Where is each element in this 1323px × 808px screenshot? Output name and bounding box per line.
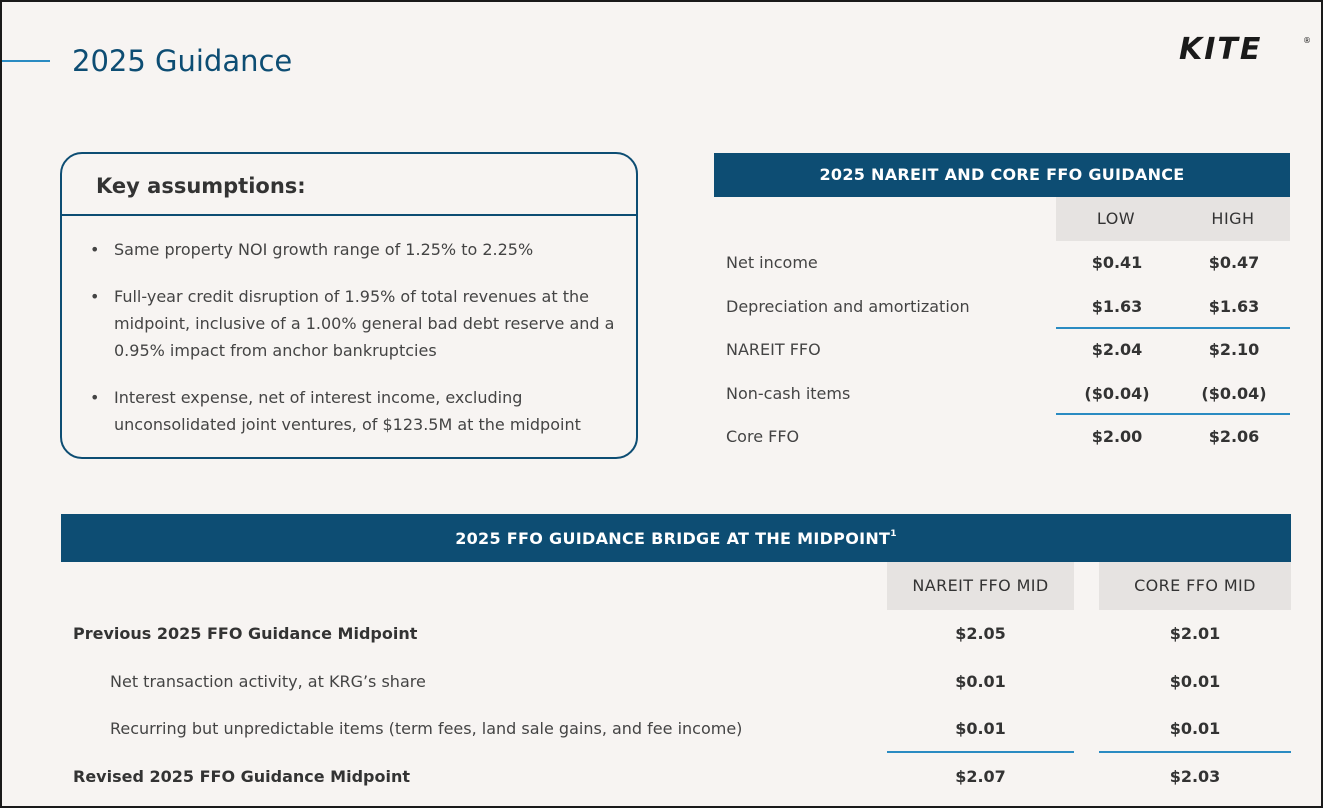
bullet-icon: • bbox=[90, 287, 100, 306]
ffo-guidance-column-headers: LOW HIGH bbox=[714, 197, 1290, 241]
assumption-item: • Full-year credit disruption of 1.95% o… bbox=[90, 283, 622, 364]
assumption-text: Full-year credit disruption of 1.95% of … bbox=[114, 287, 615, 360]
logo-registered-mark: ® bbox=[1303, 36, 1311, 45]
footnote-marker: 1 bbox=[890, 529, 897, 539]
title-accent-line bbox=[2, 60, 50, 62]
nareit-mid-value: $0.01 bbox=[955, 719, 1006, 738]
logo-wordmark: KITE bbox=[1179, 32, 1263, 67]
table-row: Core FFO $2.00 $2.06 bbox=[714, 415, 1290, 459]
low-value: $2.00 bbox=[1091, 427, 1143, 446]
low-value: $2.04 bbox=[1091, 340, 1143, 359]
low-value: $1.63 bbox=[1091, 296, 1143, 316]
page-title: 2025 Guidance bbox=[72, 44, 293, 78]
row-label: Depreciation and amortization bbox=[726, 296, 970, 316]
high-value: ($0.04) bbox=[1201, 383, 1267, 403]
column-header-core-ffo-mid: CORE FFO MID bbox=[1099, 562, 1291, 610]
subtotal-divider bbox=[1099, 751, 1291, 753]
kite-logo: KITE ® bbox=[1173, 22, 1313, 67]
nareit-mid-value: $2.07 bbox=[955, 766, 1006, 786]
row-label: Recurring but unpredictable items (term … bbox=[110, 719, 743, 738]
subtotal-divider bbox=[1056, 412, 1290, 415]
core-mid-value: $2.01 bbox=[1169, 624, 1221, 643]
low-value: ($0.04) bbox=[1084, 383, 1150, 403]
nareit-mid-value: $2.05 bbox=[955, 624, 1006, 643]
row-label: NAREIT FFO bbox=[726, 340, 821, 359]
ffo-guidance-header-bar: 2025 NAREIT AND CORE FFO GUIDANCE bbox=[714, 153, 1290, 197]
high-value: $2.06 bbox=[1208, 427, 1260, 446]
table-row: Net transaction activity, at KRG’s share… bbox=[61, 658, 1291, 706]
row-label: Net transaction activity, at KRG’s share bbox=[110, 671, 426, 691]
ffo-bridge-column-headers: NAREIT FFO MID CORE FFO MID bbox=[61, 562, 1291, 610]
key-assumptions-box: Key assumptions: • Same property NOI gro… bbox=[60, 152, 638, 459]
core-mid-value: $2.03 bbox=[1169, 766, 1221, 786]
key-assumptions-heading: Key assumptions: bbox=[62, 154, 636, 216]
low-value: $0.41 bbox=[1091, 253, 1143, 272]
nareit-mid-value: $0.01 bbox=[955, 671, 1006, 691]
column-header-nareit-ffo-mid: NAREIT FFO MID bbox=[887, 562, 1074, 610]
table-row: Recurring but unpredictable items (term … bbox=[61, 705, 1291, 753]
table-row: Depreciation and amortization $1.63 $1.6… bbox=[714, 285, 1290, 329]
ffo-guidance-table: 2025 NAREIT AND CORE FFO GUIDANCE LOW HI… bbox=[714, 153, 1290, 459]
column-header-high: HIGH bbox=[1176, 197, 1290, 241]
assumption-item: • Same property NOI growth range of 1.25… bbox=[90, 236, 622, 263]
high-value: $2.10 bbox=[1208, 340, 1260, 359]
ffo-bridge-header-bar: 2025 FFO GUIDANCE BRIDGE AT THE MIDPOINT… bbox=[61, 514, 1291, 562]
core-mid-value: $0.01 bbox=[1169, 719, 1221, 738]
column-header-low: LOW bbox=[1056, 197, 1176, 241]
bullet-icon: • bbox=[90, 388, 100, 407]
row-label: Previous 2025 FFO Guidance Midpoint bbox=[73, 624, 418, 643]
high-value: $1.63 bbox=[1208, 296, 1260, 316]
row-label: Non-cash items bbox=[726, 383, 851, 403]
table-row: Net income $0.41 $0.47 bbox=[714, 241, 1290, 285]
assumption-text: Interest expense, net of interest income… bbox=[114, 388, 581, 434]
high-value: $0.47 bbox=[1208, 253, 1260, 272]
bullet-icon: • bbox=[90, 240, 100, 259]
subtotal-divider bbox=[887, 751, 1074, 753]
row-label: Revised 2025 FFO Guidance Midpoint bbox=[73, 766, 410, 786]
table-row: Previous 2025 FFO Guidance Midpoint $2.0… bbox=[61, 610, 1291, 658]
table-row: NAREIT FFO $2.04 $2.10 bbox=[714, 328, 1290, 372]
ffo-bridge-table: 2025 FFO GUIDANCE BRIDGE AT THE MIDPOINT… bbox=[61, 514, 1291, 800]
key-assumptions-list: • Same property NOI growth range of 1.25… bbox=[62, 216, 636, 438]
assumption-text: Same property NOI growth range of 1.25% … bbox=[114, 240, 534, 259]
table-row: Non-cash items ($0.04) ($0.04) bbox=[714, 372, 1290, 416]
assumption-item: • Interest expense, net of interest inco… bbox=[90, 384, 622, 438]
row-label: Core FFO bbox=[726, 427, 800, 446]
row-label: Net income bbox=[726, 253, 818, 272]
core-mid-value: $0.01 bbox=[1169, 671, 1221, 691]
table-row: Revised 2025 FFO Guidance Midpoint $2.07… bbox=[61, 753, 1291, 801]
ffo-bridge-heading: 2025 FFO GUIDANCE BRIDGE AT THE MIDPOINT bbox=[455, 529, 891, 548]
subtotal-divider bbox=[1056, 326, 1290, 329]
